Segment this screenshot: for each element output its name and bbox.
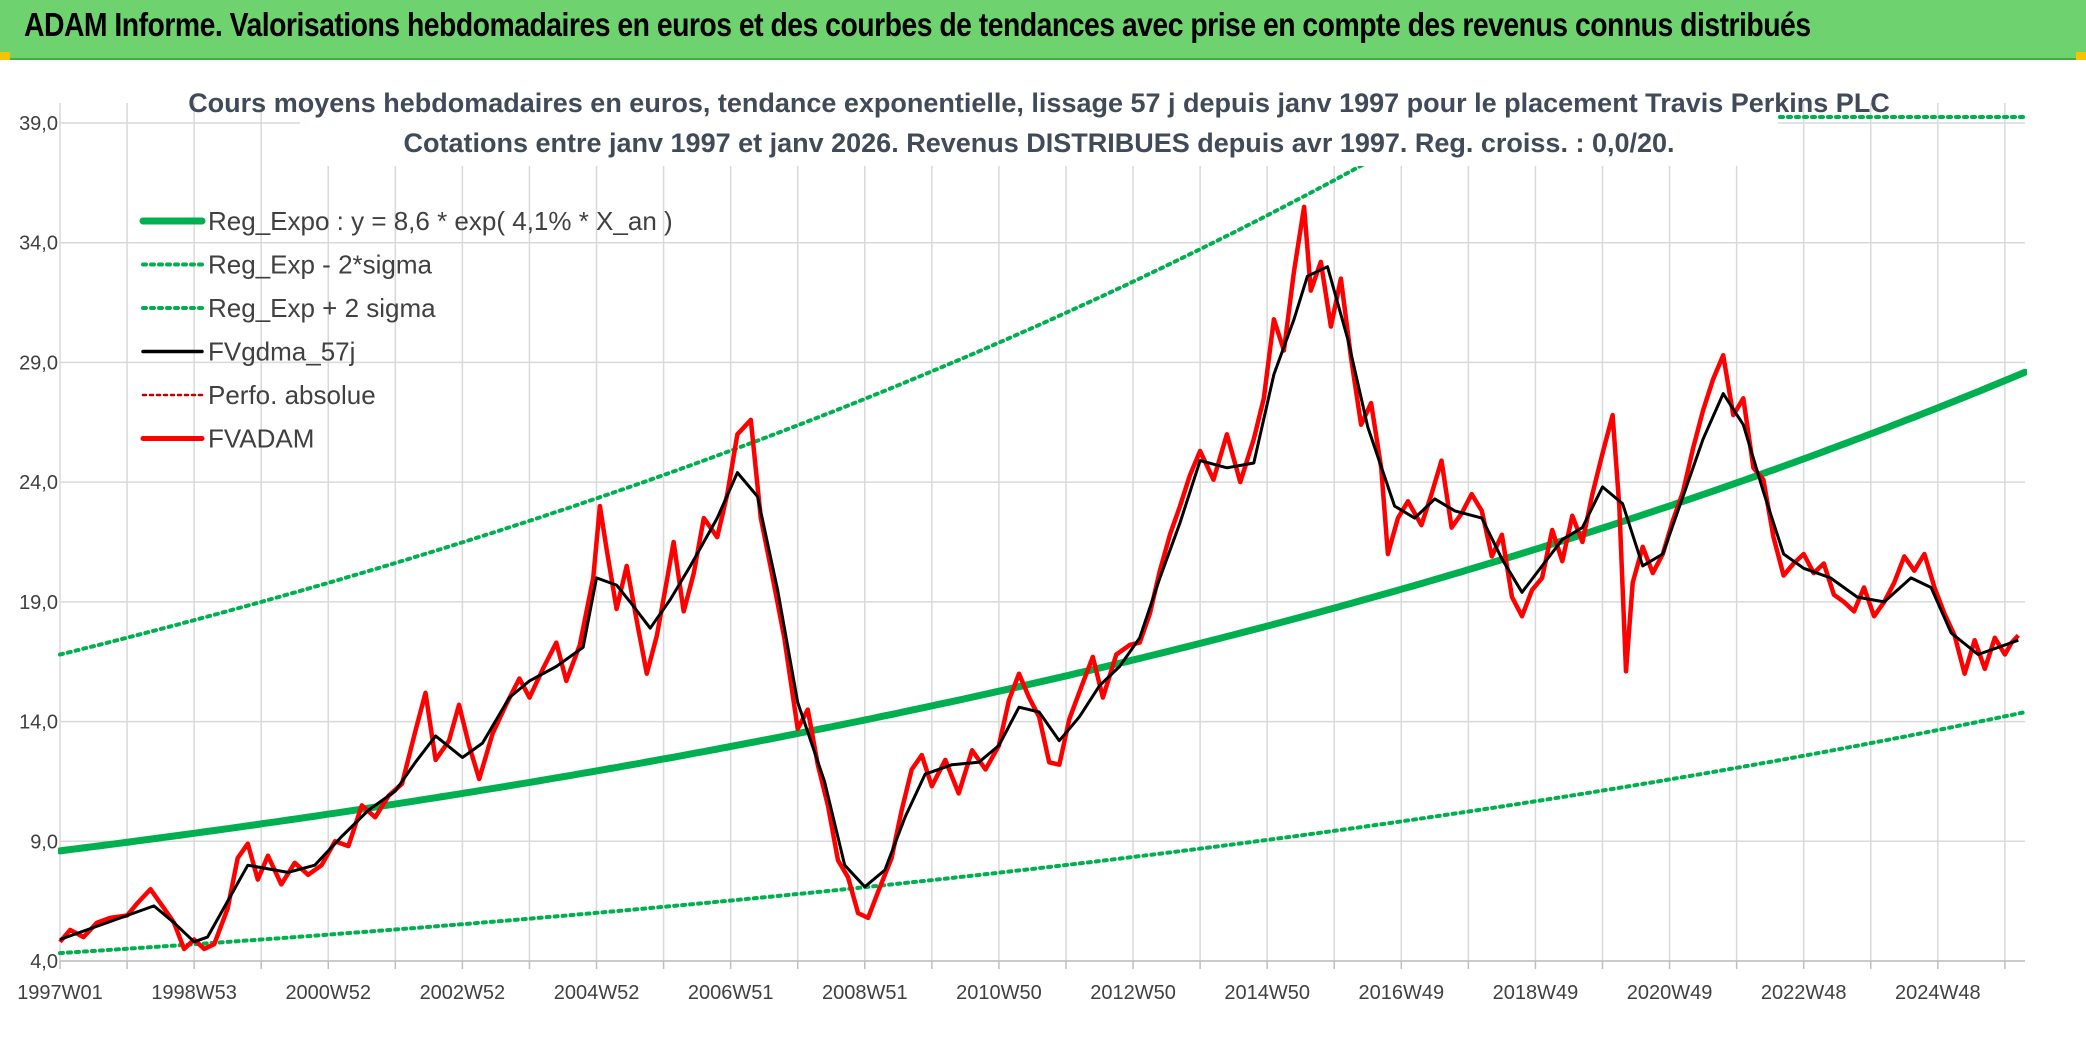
y-tick-label: 4,0 bbox=[30, 951, 58, 973]
x-tick-label: 1998W53 bbox=[151, 982, 237, 1004]
legend-label: Reg_Exp + 2 sigma bbox=[208, 293, 436, 323]
chart-background bbox=[0, 60, 2086, 1038]
x-tick-label: 2024W48 bbox=[1895, 982, 1981, 1004]
x-tick-label: 2000W52 bbox=[285, 982, 371, 1004]
chart: 4,0 9,0 14,0 19,0 24,0 29,0 34,0 39,0 1997W01 199… bbox=[0, 60, 2086, 1038]
y-tick-label: 24,0 bbox=[19, 472, 58, 494]
y-tick-label: 19,0 bbox=[19, 592, 58, 614]
x-tick-label: 2002W52 bbox=[420, 982, 506, 1004]
x-tick-label: 2018W49 bbox=[1493, 982, 1579, 1004]
series-reg-exp-plus-2sigma bbox=[58, 100, 1482, 657]
legend: Reg_Expo : y = 8,6 * exp( 4,1% * X_an ) R… bbox=[139, 206, 673, 454]
y-tick-label: 14,0 bbox=[19, 712, 58, 734]
axes: 4,0 9,0 14,0 19,0 24,0 29,0 34,0 39,0 1997W01 199… bbox=[17, 113, 2025, 1004]
series-fvgdma-57j bbox=[59, 265, 2019, 944]
subtitle-line-2: Cotations entre janv 1997 et janv 2026. … bbox=[403, 128, 1674, 158]
y-tick-label: 34,0 bbox=[19, 233, 58, 255]
x-tick-label: 2010W50 bbox=[956, 982, 1042, 1004]
x-tick-label: 2004W52 bbox=[554, 982, 640, 1004]
banner-corner-right bbox=[2076, 52, 2086, 60]
series-fvadam bbox=[58, 204, 2020, 952]
x-tick-label: 2014W50 bbox=[1224, 982, 1310, 1004]
series-reg-exp-minus-2sigma bbox=[58, 710, 2027, 956]
subtitle-line-1: Cours moyens hebdomadaires en euros, ten… bbox=[188, 88, 1890, 118]
subtitle: Cours moyens hebdomadaires en euros, ten… bbox=[188, 80, 1890, 166]
x-tick-label: 2016W49 bbox=[1358, 982, 1444, 1004]
legend-label: Reg_Expo : y = 8,6 * exp( 4,1% * X_an ) bbox=[208, 206, 673, 236]
y-tick-label: 39,0 bbox=[19, 113, 58, 135]
series-layer bbox=[58, 100, 2027, 956]
x-tick-label: 2012W50 bbox=[1090, 982, 1176, 1004]
series-reg-expo bbox=[58, 368, 2027, 855]
x-tick-label: 2006W51 bbox=[688, 982, 774, 1004]
y-tick-label: 9,0 bbox=[30, 831, 58, 853]
x-tick-label: 2008W51 bbox=[822, 982, 908, 1004]
x-tick-label: 1997W01 bbox=[17, 982, 103, 1004]
subtitle-background bbox=[300, 80, 1778, 166]
legend-label: Reg_Exp - 2*sigma bbox=[208, 250, 433, 280]
banner-title: ADAM Informe. Valorisations hebdomadaire… bbox=[24, 6, 1811, 43]
banner-corner-left bbox=[0, 52, 10, 60]
legend-label: FVgdma_57j bbox=[208, 337, 355, 367]
x-tick-label: 2022W48 bbox=[1761, 982, 1847, 1004]
title-banner: ADAM Informe. Valorisations hebdomadaire… bbox=[0, 0, 2086, 61]
x-tick-label: 2020W49 bbox=[1627, 982, 1713, 1004]
y-tick-label: 29,0 bbox=[19, 352, 58, 374]
legend-label: FVADAM bbox=[208, 424, 314, 454]
legend-label: Perfo. absolue bbox=[208, 380, 376, 410]
